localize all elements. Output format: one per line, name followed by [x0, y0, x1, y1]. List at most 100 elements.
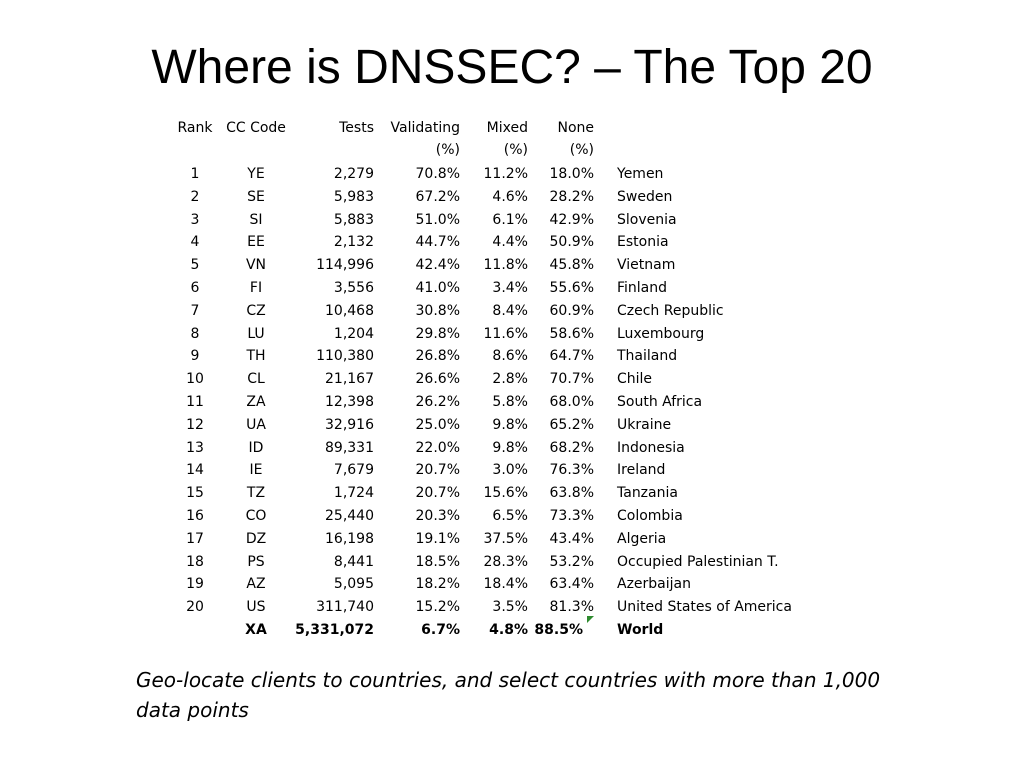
table-row: 6 FI 3,556 41.0% 3.4% 55.6% Finland	[170, 277, 792, 300]
header-mixed: Mixed (%)	[460, 117, 528, 163]
cell-mixed: 28.3%	[483, 553, 528, 570]
header-mixed-unit: (%)	[503, 142, 528, 158]
cell-validating: 20.3%	[415, 507, 460, 524]
cell-rank: 10	[186, 371, 204, 388]
cell-rank: 8	[190, 325, 200, 342]
table-row: 19 AZ 5,095 18.2% 18.4% 63.4% Azerbaijan	[170, 573, 792, 596]
comment-marker-icon	[587, 615, 594, 623]
cell-country: Colombia	[617, 507, 683, 524]
cell-country: Vietnam	[617, 257, 676, 274]
cell-none: 60.9%	[549, 302, 594, 319]
cell-rank: 11	[186, 393, 204, 410]
cell-country: Luxembourg	[617, 325, 705, 342]
header-rank: Rank	[177, 120, 213, 136]
cell-tests: 1,204	[333, 325, 374, 342]
cell-cc: SI	[249, 211, 263, 228]
cell-none: 64.7%	[549, 348, 594, 365]
cell-none: 65.2%	[549, 416, 594, 433]
table-row: 1 YE 2,279 70.8% 11.2% 18.0% Yemen	[170, 163, 792, 186]
world-country: World	[617, 621, 664, 638]
cell-mixed: 5.8%	[492, 393, 528, 410]
table-row: 4 EE 2,132 44.7% 4.4% 50.9% Estonia	[170, 231, 792, 254]
world-mixed: 4.8%	[489, 621, 528, 638]
cell-mixed: 6.5%	[492, 507, 528, 524]
cell-tests: 21,167	[325, 371, 374, 388]
cell-none: 58.6%	[549, 325, 594, 342]
world-tests: 5,331,072	[295, 621, 374, 638]
cell-mixed: 8.6%	[492, 348, 528, 365]
cell-mixed: 18.4%	[483, 576, 528, 593]
cell-none: 63.4%	[549, 576, 594, 593]
cell-cc: EE	[247, 234, 265, 251]
cell-rank: 5	[190, 257, 200, 274]
cell-country: Azerbaijan	[617, 576, 691, 593]
table-row: 2 SE 5,983 67.2% 4.6% 28.2% Sweden	[170, 186, 792, 209]
cell-country: Algeria	[617, 530, 667, 547]
cell-tests: 1,724	[333, 485, 374, 502]
cell-rank: 7	[190, 302, 200, 319]
cell-cc: ID	[248, 439, 264, 456]
header-validating-label: Validating	[390, 120, 460, 136]
cell-validating: 25.0%	[415, 416, 460, 433]
cell-country: Ireland	[617, 462, 666, 479]
cell-validating: 51.0%	[415, 211, 460, 228]
world-rank	[170, 619, 220, 642]
cell-mixed: 15.6%	[483, 485, 528, 502]
cell-cc: US	[246, 599, 266, 616]
table-header-row: Rank CC Code Tests Validating (%) Mixed …	[170, 117, 792, 163]
cell-rank: 20	[186, 599, 204, 616]
header-validating: Validating (%)	[374, 117, 460, 163]
table-row: 18 PS 8,441 18.5% 28.3% 53.2% Occupied Palesti…	[170, 551, 792, 574]
cell-validating: 15.2%	[415, 599, 460, 616]
table-row: 5 VN 114,996 42.4% 11.8% 45.8% Vietnam	[170, 254, 792, 277]
cell-none: 70.7%	[549, 371, 594, 388]
world-none: 88.5%	[528, 615, 594, 642]
cell-country: Tanzania	[617, 485, 678, 502]
cell-rank: 13	[186, 439, 204, 456]
world-cc: XA	[245, 621, 267, 638]
cell-none: 50.9%	[549, 234, 594, 251]
cell-cc: UA	[246, 416, 266, 433]
cell-validating: 41.0%	[415, 279, 460, 296]
cell-none: 73.3%	[549, 507, 594, 524]
cell-none: 68.0%	[549, 393, 594, 410]
header-none-label: None	[557, 120, 594, 136]
cell-none: 55.6%	[549, 279, 594, 296]
cell-tests: 2,279	[333, 166, 374, 182]
table-row: 11 ZA 12,398 26.2% 5.8% 68.0% South Africa	[170, 391, 792, 414]
header-none: None (%)	[528, 117, 594, 163]
cell-validating: 19.1%	[415, 530, 460, 547]
cell-mixed: 2.8%	[492, 371, 528, 388]
header-country	[594, 117, 792, 163]
cell-tests: 12,398	[325, 393, 374, 410]
cell-tests: 5,095	[333, 576, 374, 593]
cell-cc: VN	[245, 257, 267, 274]
cell-validating: 20.7%	[415, 462, 460, 479]
cell-cc: CL	[247, 371, 265, 388]
cell-validating: 30.8%	[415, 302, 460, 319]
cell-rank: 17	[186, 530, 204, 547]
cell-rank: 19	[186, 576, 204, 593]
cell-none: 45.8%	[549, 257, 594, 274]
cell-none: 43.4%	[549, 530, 594, 547]
cell-rank: 12	[186, 416, 204, 433]
cell-mixed: 3.5%	[492, 599, 528, 616]
cell-mixed: 11.6%	[483, 325, 528, 342]
cell-country: Yemen	[617, 166, 664, 182]
cell-validating: 18.5%	[415, 553, 460, 570]
cell-cc: IE	[249, 462, 263, 479]
cell-cc: TZ	[246, 485, 266, 502]
cell-cc: TH	[246, 348, 266, 365]
world-total-row: XA 5,331,072 6.7% 4.8% 88.5% World	[170, 615, 792, 642]
cell-validating: 70.8%	[415, 166, 460, 182]
cell-validating: 26.6%	[415, 371, 460, 388]
cell-tests: 7,679	[333, 462, 374, 479]
cell-rank: 15	[186, 485, 204, 502]
cell-none: 63.8%	[549, 485, 594, 502]
table-row: 20 US 311,740 15.2% 3.5% 81.3% United States o…	[170, 596, 792, 619]
cell-cc: YE	[247, 166, 265, 182]
cell-validating: 42.4%	[415, 257, 460, 274]
cell-cc: PS	[247, 553, 265, 570]
table-row: 12 UA 32,916 25.0% 9.8% 65.2% Ukraine	[170, 414, 792, 437]
table-row: 7 CZ 10,468 30.8% 8.4% 60.9% Czech Republic	[170, 300, 792, 323]
